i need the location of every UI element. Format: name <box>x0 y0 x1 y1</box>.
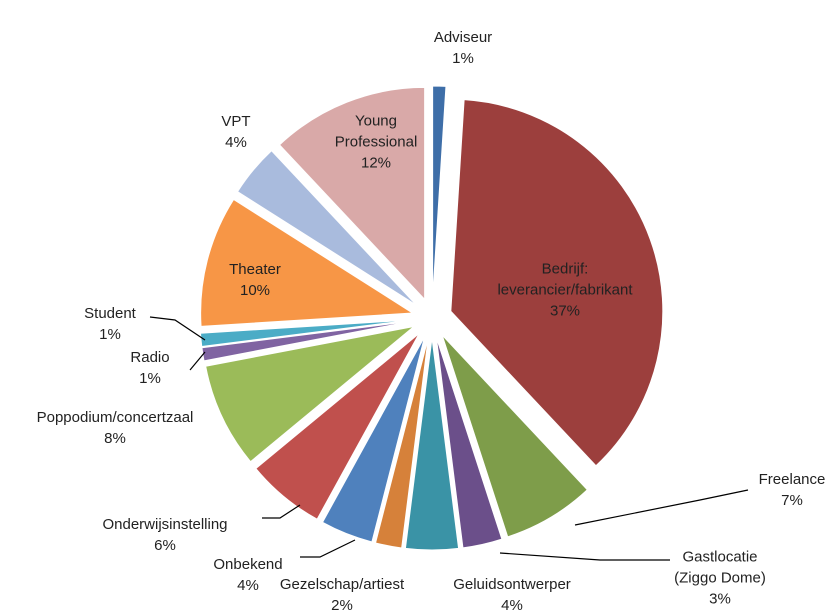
slice-label: Adviseur 1% <box>434 27 492 69</box>
value-label: 37% <box>549 302 581 320</box>
pie-slice <box>255 333 420 520</box>
leader-line <box>574 489 749 526</box>
leader-line <box>149 316 206 341</box>
slice-label: Bedrijf: leverancier/fabrikant 37% <box>497 259 632 322</box>
category-label: VPT <box>221 113 251 130</box>
value-label: 1% <box>452 50 474 67</box>
slice-label: Onderwijsinstelling 6% <box>102 514 227 556</box>
leader-line <box>499 552 670 561</box>
slice-label: Gezelschap/artiest 2% <box>280 574 404 614</box>
leader-line <box>189 351 206 371</box>
category-label: Onbekend <box>213 556 283 573</box>
value-label: 4% <box>225 134 247 151</box>
slice-label: Freelance 7% <box>759 469 826 511</box>
pie-slice <box>435 337 503 549</box>
pie-slice <box>450 99 664 467</box>
leader-line <box>300 539 356 558</box>
value-label: 2% <box>331 597 353 614</box>
value-label: 4% <box>237 577 259 594</box>
slice-label: Poppodium/concertzaal 8% <box>37 407 194 449</box>
category-label: Bedrijf: leverancier/fabrikant <box>497 260 633 299</box>
category-label: Student <box>84 305 136 322</box>
category-label: Gezelschap/artiest <box>279 576 405 593</box>
pie-slice <box>432 85 447 299</box>
pie-slice <box>200 198 415 327</box>
category-label: Geluidsontwerper <box>453 576 571 593</box>
pie-slice <box>236 150 417 306</box>
category-label: Freelance <box>758 471 826 488</box>
value-label: 1% <box>139 370 161 387</box>
pie-slice <box>321 336 426 543</box>
value-label: 6% <box>154 537 176 554</box>
pie-slice <box>205 326 415 463</box>
value-label: 12% <box>360 154 392 172</box>
value-label: 4% <box>501 597 523 614</box>
category-label: Young Professional <box>334 112 418 151</box>
slice-label: Gastlocatie (Ziggo Dome) 3% <box>674 547 766 610</box>
value-label: 1% <box>99 326 121 343</box>
slice-label: Onbekend 4% <box>213 554 282 596</box>
leader-line <box>262 504 301 519</box>
slice-label: Theater 10% <box>229 259 281 301</box>
slice-label: Radio 1% <box>130 347 169 389</box>
category-label: Adviseur <box>433 29 493 46</box>
value-label: 10% <box>239 282 271 299</box>
pie-slice <box>404 337 460 551</box>
pie-slice <box>441 334 589 538</box>
pie-slice <box>199 319 413 348</box>
category-label: Poppodium/concertzaal <box>36 409 194 426</box>
pie-slice <box>374 337 429 549</box>
slice-label: Geluidsontwerper 4% <box>453 574 571 614</box>
slice-label: Student 1% <box>84 303 136 345</box>
value-label: 3% <box>709 590 731 608</box>
category-label: Onderwijsinstelling <box>102 516 228 533</box>
category-label: Theater <box>229 261 281 278</box>
value-label: 8% <box>104 430 126 447</box>
slice-label: VPT 4% <box>221 111 250 153</box>
slice-label: Young Professional 12% <box>335 111 418 174</box>
pie-slice <box>278 86 426 301</box>
category-label: Gastlocatie (Ziggo Dome) <box>674 548 766 587</box>
category-label: Radio <box>130 349 170 366</box>
value-label: 7% <box>781 492 803 509</box>
